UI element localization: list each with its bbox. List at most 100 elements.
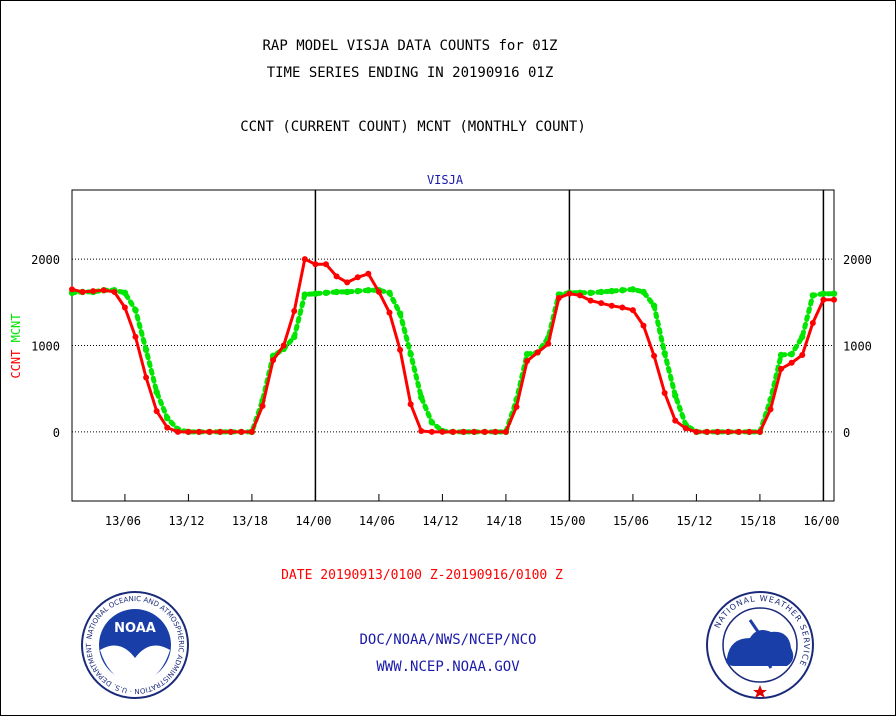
data-point-mcnt bbox=[661, 350, 668, 357]
x-tick-label: 14/06 bbox=[359, 514, 395, 528]
x-tick-label: 15/06 bbox=[613, 514, 649, 528]
noaa-logo-text: NOAA bbox=[114, 621, 156, 636]
data-point-ccnt bbox=[386, 309, 393, 316]
data-point-mcnt bbox=[312, 290, 319, 297]
data-point-mcnt bbox=[640, 288, 647, 296]
data-point-ccnt bbox=[460, 428, 467, 435]
chart-title-line1: RAP MODEL VISJA DATA COUNTS for 01Z bbox=[262, 38, 558, 54]
y-tick-label-left: 1000 bbox=[31, 340, 60, 354]
data-point-mcnt bbox=[386, 289, 393, 297]
data-point-ccnt bbox=[831, 296, 837, 303]
data-point-ccnt bbox=[471, 428, 478, 435]
data-point-ccnt bbox=[661, 390, 668, 397]
data-point-ccnt bbox=[344, 279, 351, 286]
data-point-mcnt bbox=[777, 351, 785, 359]
y-tick-label-right: 2000 bbox=[843, 253, 872, 267]
nws-logo: NATIONAL WEATHER SERVICE bbox=[706, 591, 814, 699]
chart-subtitle: CCNT (CURRENT COUNT) MCNT (MONTHLY COUNT… bbox=[240, 119, 586, 135]
data-point-ccnt bbox=[121, 304, 128, 311]
data-point-ccnt bbox=[69, 286, 75, 293]
data-point-mcnt bbox=[164, 414, 171, 422]
data-point-ccnt bbox=[238, 428, 245, 435]
data-point-ccnt bbox=[672, 417, 679, 424]
x-tick-label: 13/18 bbox=[232, 514, 268, 528]
data-point-mcnt bbox=[672, 392, 679, 399]
x-tick-label: 14/00 bbox=[295, 514, 331, 528]
data-point-ccnt bbox=[217, 428, 224, 435]
data-point-mcnt bbox=[629, 286, 637, 293]
x-tick-label: 15/12 bbox=[676, 514, 712, 528]
data-point-mcnt bbox=[142, 346, 150, 354]
data-point-ccnt bbox=[767, 406, 774, 413]
x-tick-label: 14/12 bbox=[422, 514, 458, 528]
data-point-mcnt bbox=[619, 287, 626, 294]
data-point-ccnt bbox=[100, 287, 107, 294]
x-tick-label: 14/18 bbox=[486, 514, 522, 528]
data-point-ccnt bbox=[756, 428, 763, 435]
data-point-ccnt bbox=[206, 428, 213, 435]
data-point-ccnt bbox=[799, 352, 806, 359]
plot-title: VISJA bbox=[427, 173, 464, 187]
data-point-mcnt bbox=[608, 287, 615, 295]
data-point-ccnt bbox=[704, 428, 710, 435]
data-point-ccnt bbox=[577, 292, 583, 299]
data-point-ccnt bbox=[714, 428, 721, 435]
data-point-mcnt bbox=[428, 419, 436, 426]
y-tick-label-left: 2000 bbox=[31, 253, 60, 267]
data-point-ccnt bbox=[407, 401, 414, 408]
x-tick-label: 15/00 bbox=[549, 514, 585, 528]
data-point-mcnt bbox=[121, 289, 129, 297]
data-point-ccnt bbox=[820, 296, 827, 303]
y-axis-label-ccnt: CCNT bbox=[9, 342, 23, 378]
data-point-mcnt bbox=[820, 290, 827, 297]
data-point-mcnt bbox=[396, 310, 404, 317]
data-point-ccnt bbox=[481, 428, 488, 435]
data-point-ccnt bbox=[153, 408, 160, 415]
data-point-ccnt bbox=[365, 270, 372, 277]
data-point-ccnt bbox=[227, 428, 234, 435]
footer-url[interactable]: WWW.NCEP.NOAA.GOV bbox=[376, 659, 520, 675]
footer-org-line: DOC/NOAA/NWS/NCEP/NCO bbox=[359, 632, 537, 648]
y-tick-label-left: 0 bbox=[53, 426, 60, 440]
data-point-ccnt bbox=[608, 302, 615, 309]
data-point-ccnt bbox=[513, 403, 520, 410]
data-point-mcnt bbox=[650, 302, 658, 309]
data-point-ccnt bbox=[259, 402, 266, 409]
y-tick-label-right: 0 bbox=[843, 426, 850, 440]
data-point-ccnt bbox=[629, 307, 636, 314]
data-point-ccnt bbox=[333, 273, 340, 280]
data-point-ccnt bbox=[270, 357, 277, 364]
data-point-mcnt bbox=[830, 290, 838, 297]
data-point-ccnt bbox=[682, 425, 689, 432]
data-point-ccnt bbox=[555, 294, 562, 301]
data-point-ccnt bbox=[354, 274, 361, 281]
data-point-mcnt bbox=[132, 306, 139, 314]
data-point-ccnt bbox=[778, 365, 785, 372]
data-point-mcnt bbox=[153, 388, 160, 396]
data-point-mcnt bbox=[799, 333, 806, 341]
data-point-ccnt bbox=[185, 428, 192, 435]
data-point-ccnt bbox=[301, 256, 308, 263]
data-point-ccnt bbox=[809, 320, 816, 327]
data-point-ccnt bbox=[524, 358, 531, 365]
noaa-logo: NATIONAL OCEANIC AND ATMOSPHERIC ADMINIS… bbox=[80, 590, 189, 699]
data-point-ccnt bbox=[619, 304, 626, 311]
data-point-ccnt bbox=[651, 352, 658, 359]
data-point-ccnt bbox=[788, 359, 795, 366]
data-point-ccnt bbox=[439, 428, 446, 435]
data-point-mcnt bbox=[587, 289, 594, 297]
data-point-ccnt bbox=[428, 428, 435, 435]
data-point-ccnt bbox=[725, 428, 732, 435]
x-tick-label: 15/18 bbox=[740, 514, 776, 528]
data-point-ccnt bbox=[534, 349, 541, 356]
data-point-ccnt bbox=[735, 428, 742, 435]
x-tick-label: 13/12 bbox=[168, 514, 204, 528]
data-point-ccnt bbox=[545, 340, 552, 347]
data-point-ccnt bbox=[143, 374, 150, 381]
x-tick-label: 16/00 bbox=[803, 514, 839, 528]
data-point-mcnt bbox=[407, 350, 414, 358]
data-point-ccnt bbox=[79, 288, 86, 295]
data-point-ccnt bbox=[587, 297, 594, 304]
data-point-mcnt bbox=[291, 333, 298, 341]
